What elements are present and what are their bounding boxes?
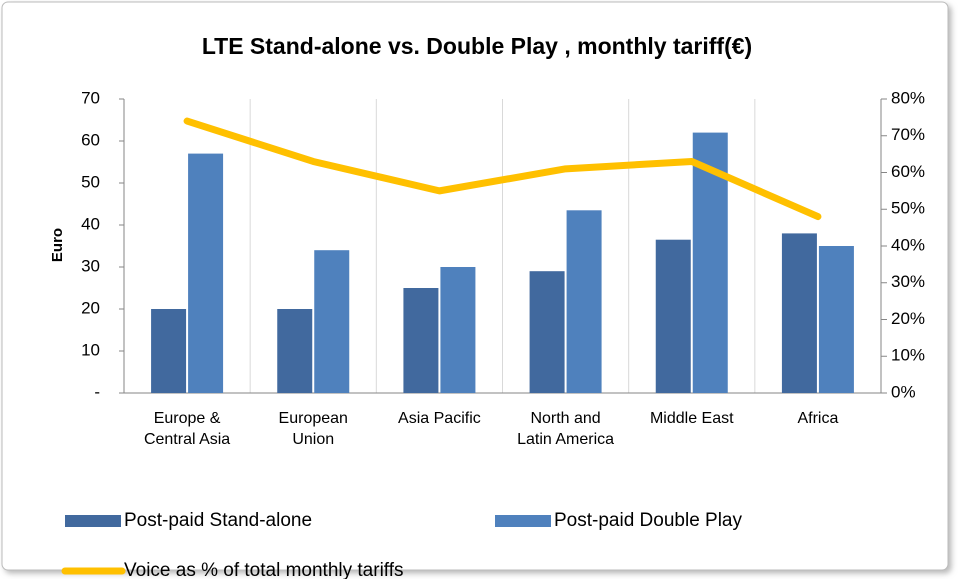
x-tick-label: European Union [278, 410, 348, 448]
y-tick-label: 10 [81, 340, 100, 359]
y2-tick-label: 40% [891, 235, 925, 254]
y2-tick-label: 80% [891, 88, 925, 107]
bar [314, 250, 350, 393]
bar [529, 271, 565, 393]
y-tick-label: 40 [81, 214, 100, 233]
y-tick-label: 20 [81, 298, 100, 317]
bar [818, 246, 854, 393]
y-axis-label: Euro [49, 228, 66, 262]
bar [781, 233, 817, 393]
line-series [183, 117, 822, 221]
legend-swatch [495, 515, 551, 527]
y2-tick-label: 60% [891, 162, 925, 181]
x-tick-label: Middle East [649, 410, 734, 427]
x-tick-label: Africa [797, 410, 839, 427]
y2-tick-label: 20% [891, 309, 925, 328]
y2-tick-label: 70% [891, 125, 925, 144]
y2-tick-label: 50% [891, 199, 925, 218]
legend-label: Post-paid Double Play [554, 510, 742, 531]
bar [655, 239, 691, 393]
y-tick-label: 30 [81, 256, 100, 275]
bar [403, 288, 439, 393]
bar [151, 309, 187, 393]
legend-label: Post-paid Stand-alone [124, 510, 312, 531]
y2-tick-label: 0% [891, 382, 916, 401]
y-tick-label: 50 [81, 172, 100, 191]
x-tick-label: North and Latin America [517, 410, 615, 448]
bar [440, 267, 476, 393]
bar [188, 153, 224, 393]
bar [277, 309, 313, 393]
y-tick-label: - [94, 382, 100, 401]
y2-tick-label: 10% [891, 346, 925, 365]
legend-label: Voice as % of total monthly tariffs [124, 560, 404, 579]
y2-tick-label: 30% [891, 272, 925, 291]
x-tick-label: Asia Pacific [398, 410, 481, 427]
legend-swatch [65, 515, 121, 527]
x-tick-label: Europe & Central Asia [143, 410, 231, 448]
y-tick-label: 70 [81, 88, 100, 107]
chart-title: LTE Stand-alone vs. Double Play , monthl… [202, 33, 752, 59]
y-tick-label: 60 [81, 130, 100, 149]
bar [566, 210, 602, 393]
